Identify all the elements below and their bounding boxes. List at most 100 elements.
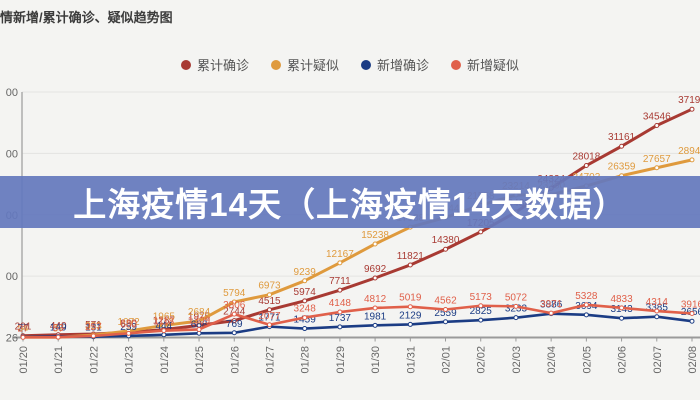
data-point[interactable] (302, 315, 308, 321)
data-point[interactable] (478, 303, 484, 309)
data-point[interactable] (337, 324, 343, 330)
data-point[interactable] (583, 312, 589, 318)
data-label: 5072 (505, 292, 528, 303)
data-label: 15238 (361, 230, 389, 241)
data-point[interactable] (302, 278, 308, 284)
data-label: 1072 (118, 317, 141, 328)
data-label: 688 (191, 319, 208, 330)
x-axis-label: 02/01 (441, 346, 453, 374)
data-point[interactable] (619, 305, 625, 311)
data-label: 77 (17, 323, 29, 334)
data-label: 4148 (329, 298, 352, 309)
data-point[interactable] (654, 308, 660, 314)
data-label: 28018 (572, 152, 600, 163)
data-point[interactable] (161, 322, 167, 328)
data-point[interactable] (266, 292, 272, 298)
data-point[interactable] (90, 333, 96, 339)
legend-marker-icon (451, 59, 462, 70)
data-label: 4314 (646, 297, 669, 308)
data-point[interactable] (161, 332, 167, 338)
data-point[interactable] (266, 307, 272, 313)
data-point[interactable] (443, 319, 449, 325)
data-point[interactable] (548, 310, 554, 316)
data-point[interactable] (231, 299, 237, 305)
data-point[interactable] (302, 326, 308, 332)
y-axis-label: 26 (6, 333, 18, 345)
data-point[interactable] (372, 305, 378, 311)
data-label: 257 (85, 322, 102, 333)
x-axis-label: 02/08 (687, 346, 699, 374)
legend-label: 新增确诊 (377, 58, 430, 73)
x-axis-label: 02/06 (617, 346, 629, 374)
data-point[interactable] (478, 317, 484, 323)
data-point[interactable] (231, 330, 237, 336)
x-axis-label: 02/04 (546, 346, 558, 374)
data-label: 2559 (434, 308, 457, 319)
legend-item-累计确诊[interactable]: 累计确诊 (180, 55, 249, 74)
data-point[interactable] (266, 322, 272, 328)
data-label: 53 (53, 323, 65, 334)
data-point[interactable] (654, 165, 660, 171)
data-label: 7711 (329, 276, 351, 287)
data-point[interactable] (443, 246, 449, 252)
data-label: 393 (85, 321, 102, 332)
legend-marker-icon (180, 59, 191, 70)
data-point[interactable] (231, 318, 237, 324)
data-label: 6973 (258, 281, 281, 292)
legend-label: 累计疑似 (286, 58, 339, 73)
data-label: 28942 (678, 146, 700, 157)
data-point[interactable] (583, 302, 589, 308)
data-label: 3971 (540, 299, 563, 310)
data-label: 149 (50, 323, 67, 334)
data-label: 4812 (364, 294, 387, 305)
data-label: 27657 (643, 154, 671, 165)
data-point[interactable] (407, 262, 413, 268)
data-label: 2129 (399, 310, 422, 321)
data-point[interactable] (407, 304, 413, 310)
data-point[interactable] (55, 334, 61, 340)
data-label: 1118 (153, 317, 174, 328)
data-point[interactable] (619, 143, 625, 149)
data-point[interactable] (337, 260, 343, 266)
data-point[interactable] (654, 314, 660, 320)
data-point[interactable] (337, 287, 343, 293)
data-label: 9239 (294, 267, 317, 278)
data-point[interactable] (337, 309, 343, 315)
legend-item-新增疑似[interactable]: 新增疑似 (451, 55, 519, 74)
data-point[interactable] (619, 315, 625, 321)
data-point[interactable] (407, 321, 413, 327)
data-point[interactable] (513, 315, 519, 321)
data-point[interactable] (443, 307, 449, 313)
data-point[interactable] (20, 334, 26, 340)
data-point[interactable] (196, 318, 202, 324)
data-point[interactable] (372, 322, 378, 328)
data-point[interactable] (689, 318, 695, 324)
legend-item-新增确诊[interactable]: 新增确诊 (361, 55, 429, 74)
data-point[interactable] (513, 303, 519, 309)
series-新增疑似: 27 53 257 680 1118 1309 3806 2077 3248 4148 4812 50… (17, 291, 700, 340)
data-label: 12167 (326, 249, 354, 260)
data-point[interactable] (654, 122, 660, 128)
data-point[interactable] (372, 275, 378, 281)
data-label: 31161 (608, 132, 636, 143)
x-axis-label: 01/26 (229, 346, 241, 374)
data-label: 3916 (681, 299, 700, 310)
data-point[interactable] (689, 106, 695, 112)
data-label: 3806 (223, 300, 246, 311)
data-point[interactable] (689, 310, 695, 316)
data-point[interactable] (478, 229, 484, 235)
legend-item-累计疑似[interactable]: 累计疑似 (270, 55, 339, 74)
data-point[interactable] (689, 157, 695, 163)
data-point[interactable] (302, 298, 308, 304)
y-axis-label: 00 (6, 87, 18, 99)
data-point[interactable] (231, 311, 237, 317)
x-axis-label: 01/21 (53, 346, 65, 374)
data-label: 5794 (223, 288, 246, 299)
data-label: 769 (226, 319, 243, 330)
data-point[interactable] (372, 241, 378, 247)
data-point[interactable] (196, 326, 202, 332)
data-point[interactable] (583, 163, 589, 169)
data-point[interactable] (126, 330, 132, 336)
data-point[interactable] (161, 328, 167, 334)
data-label: 26359 (608, 162, 636, 173)
